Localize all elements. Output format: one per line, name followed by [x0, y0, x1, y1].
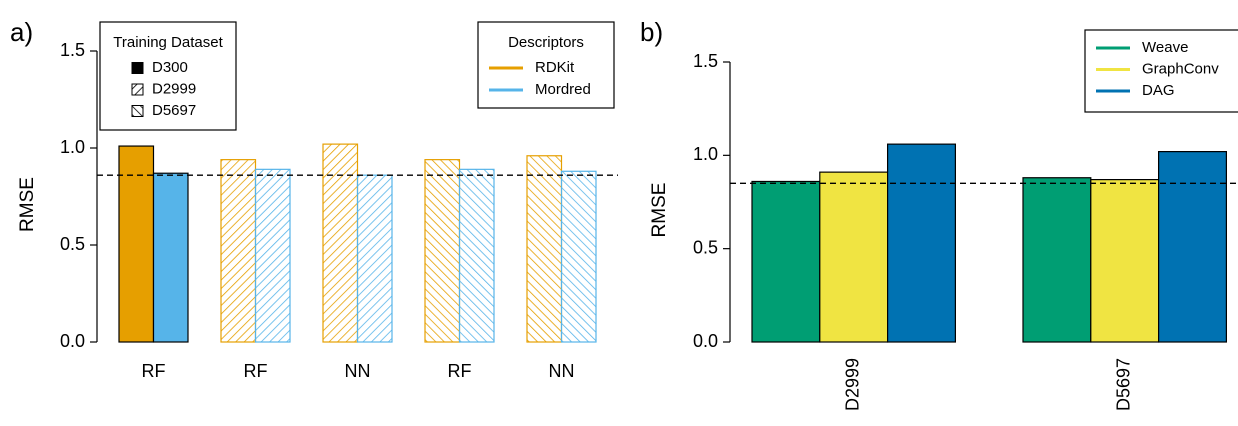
y-axis-label: RMSE	[649, 183, 670, 238]
y-tick-label: 1.0	[60, 137, 85, 157]
bar	[886, 143, 956, 343]
bar	[751, 180, 821, 343]
legend-label: DAG	[1142, 82, 1175, 99]
y-tick-label: 0.5	[693, 237, 718, 257]
bar	[356, 174, 393, 343]
bar	[424, 159, 461, 343]
pattern-legend-label: D2999	[152, 80, 196, 97]
y-tick-label: 0.0	[693, 331, 718, 351]
legend-title: Descriptors	[508, 34, 584, 51]
bar	[322, 143, 359, 343]
pattern-legend-box	[99, 21, 237, 131]
legend-box	[477, 21, 615, 109]
bar	[254, 168, 291, 343]
bar	[819, 171, 889, 343]
legend-label: Weave	[1142, 39, 1188, 56]
y-tick-label: 0.0	[60, 331, 85, 351]
x-tick-label: RF	[142, 361, 166, 381]
x-tick-label: NN	[345, 361, 371, 381]
y-tick-label: 1.5	[693, 51, 718, 71]
bar	[560, 170, 597, 343]
x-tick-label: NN	[549, 361, 575, 381]
panel-label: b)	[640, 17, 663, 47]
panel-label: a)	[10, 17, 33, 47]
x-tick-label: RF	[244, 361, 268, 381]
x-tick-label: D5697	[1113, 358, 1133, 411]
legend-label: GraphConv	[1142, 60, 1219, 77]
x-tick-label: RF	[448, 361, 472, 381]
pattern-legend-label: D5697	[152, 102, 196, 119]
pattern-legend-label: D300	[152, 59, 188, 76]
pattern-legend-key	[131, 105, 144, 117]
bar	[1157, 151, 1227, 343]
x-tick-label: D2999	[842, 358, 862, 411]
bar	[152, 172, 189, 343]
bar	[458, 168, 495, 343]
bar	[118, 145, 155, 343]
pattern-legend-title: Training Dataset	[113, 34, 223, 51]
panel: a) RMSE 0.0 0.5 1.0 1.5 RF RF NN RF NN Descriptors R…	[10, 17, 618, 381]
y-tick-label: 1.5	[60, 40, 85, 60]
y-tick-label: 0.5	[60, 234, 85, 254]
legend-label: RDKit	[535, 59, 575, 76]
legend-label: Mordred	[535, 81, 591, 98]
bar	[1090, 179, 1160, 343]
pattern-legend-key	[131, 62, 144, 74]
bar	[1022, 177, 1092, 343]
y-tick-label: 1.0	[693, 144, 718, 164]
bar	[526, 155, 563, 343]
bar	[220, 159, 257, 343]
panel: b) RMSE 0.0 0.5 1.0 1.5 D2999 D5697 Weave GraphCo…	[640, 17, 1238, 411]
pattern-legend-key	[131, 83, 144, 96]
y-axis-label: RMSE	[17, 177, 38, 232]
